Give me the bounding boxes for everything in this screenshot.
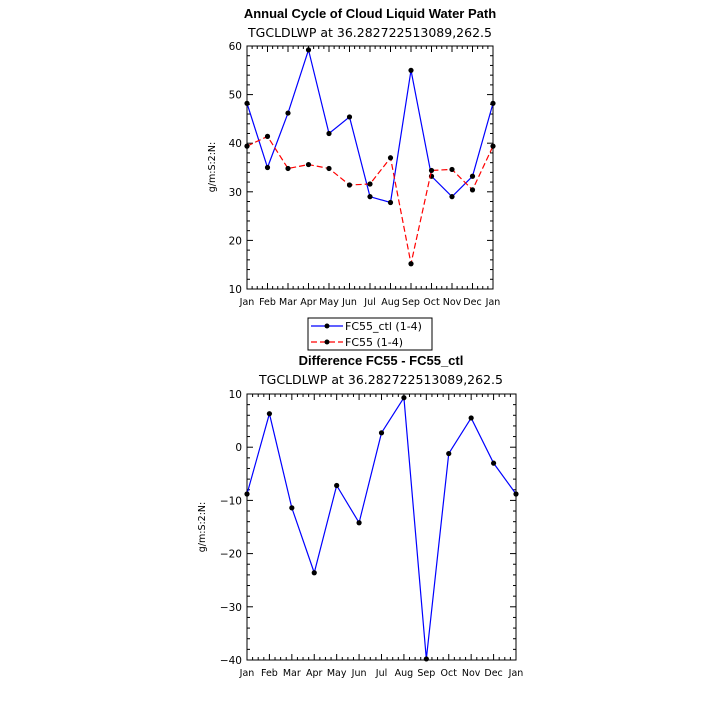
- chart1-series-1-point: [408, 67, 414, 73]
- chart2-series-1-point: [244, 491, 250, 497]
- chart2-x-tick-label: Jan: [508, 668, 524, 679]
- chart1-x-tick-label: Apr: [300, 297, 317, 308]
- chart1-series-1-point: [449, 194, 455, 200]
- chart2-y-tick-label: 0: [235, 442, 242, 454]
- chart2-series-1-point: [266, 411, 273, 417]
- chart1-series-1-point: [367, 194, 373, 200]
- chart2-y-tick-label: −10: [220, 495, 242, 507]
- chart2-y-tick-label: −20: [220, 549, 242, 561]
- chart2-subtitle: TGCLDLWP at 36.282722513089,262.5: [258, 372, 503, 387]
- legend-box: [307, 317, 433, 351]
- legend-label-series-1: FC55_ctl (1-4): [345, 320, 422, 333]
- chart1-series-2-point: [387, 155, 394, 161]
- chart1-x-tick-label: Nov: [443, 297, 462, 308]
- chart1-series-1-point: [264, 164, 271, 171]
- chart1-series-1-point: [387, 199, 394, 206]
- chart2-series-1-point: [289, 505, 295, 511]
- chart2-x-tick-label: Jul: [375, 668, 387, 679]
- chart2-x-tick-label: Jan: [239, 668, 255, 679]
- chart1-series-1-point: [285, 110, 291, 116]
- chart1-series-2-point: [305, 161, 312, 168]
- chart1-series-2-point: [264, 133, 271, 139]
- chart2-x-tick-label: Feb: [261, 668, 278, 679]
- chart1-x-tick-label: Aug: [381, 297, 400, 308]
- chart2-x-tick-label: Mar: [283, 668, 301, 679]
- chart2-y-tick-label: 10: [229, 389, 242, 401]
- chart1-y-tick-label: 40: [229, 138, 242, 150]
- chart2-series-1-point: [334, 482, 340, 489]
- chart1-x-tick-label: May: [319, 297, 339, 308]
- chart2-y-tick-label: −30: [220, 602, 242, 614]
- chart1-x-tick-label: Jan: [485, 297, 501, 308]
- chart1-y-tick-label: 20: [229, 235, 242, 247]
- chart2-series-1-point: [513, 491, 519, 497]
- chart1-x-tick-label: Oct: [423, 297, 440, 308]
- chart2-x-tick-label: Dec: [484, 668, 502, 679]
- chart1-x-tick-label: Mar: [279, 297, 297, 308]
- chart2-y-tick-label: −40: [220, 655, 242, 667]
- chart1-series-2-point: [469, 187, 476, 193]
- chart2-series-1-point: [311, 570, 317, 576]
- chart1-y-tick-label: 60: [229, 41, 242, 53]
- chart2-x-tick-label: Jun: [351, 668, 367, 679]
- chart2-series-1-point: [468, 415, 474, 421]
- chart2-title: Difference FC55 - FC55_ctl: [299, 353, 464, 368]
- chart1-x-tick-label: Jun: [341, 297, 357, 308]
- chart1-plot-area: 10 20 30 40 50 60 Jan Feb Mar Apr May Jun Jul Aug Sep O…: [229, 41, 501, 308]
- chart1-series-2-point: [490, 143, 496, 149]
- chart2-series-1-point: [356, 520, 362, 526]
- chart1-series-1-point: [490, 100, 496, 106]
- chart1-x-tick-label: Feb: [259, 297, 276, 308]
- chart2-series-1-point: [378, 430, 385, 436]
- chart1-x-tick-label: Sep: [402, 297, 420, 308]
- chart1-title: Annual Cycle of Cloud Liquid Water Path: [244, 6, 496, 21]
- chart2-y-axis-label: g/m:S:2:N:: [197, 502, 208, 552]
- legend-marker-series-2: [324, 339, 330, 345]
- chart2-series-1-point: [490, 460, 497, 466]
- chart1-series-2-point: [428, 167, 435, 174]
- chart1-series-2-point: [408, 261, 414, 267]
- chart1-x-tick-label: Dec: [463, 297, 481, 308]
- chart2-x-tick-label: Nov: [462, 668, 481, 679]
- chart2-x-tick-label: Apr: [306, 668, 323, 679]
- chart2-x-tick-label: May: [327, 668, 347, 679]
- chart1-y-tick-label: 10: [229, 284, 242, 296]
- chart1-x-tick-label: Jan: [239, 297, 255, 308]
- chart1-series-2-point: [285, 165, 291, 172]
- chart1-series-1-point: [244, 100, 250, 106]
- chart1-y-tick-label: 30: [229, 187, 242, 199]
- chart2-x-tick-label: Oct: [441, 668, 458, 679]
- chart1-y-axis-label: g/m:S:2:N:: [207, 142, 218, 192]
- chart2-series-1-point: [446, 450, 452, 457]
- chart2-series-1-point: [401, 395, 407, 401]
- chart1-series-2-point: [326, 165, 332, 172]
- chart1-y-tick-label: 50: [229, 90, 242, 102]
- chart1-series-1-point: [326, 130, 332, 137]
- chart1-subtitle: TGCLDLWP at 36.282722513089,262.5: [247, 25, 492, 40]
- legend-label-series-2: FC55 (1-4): [345, 336, 403, 349]
- chart1-series-2-point: [449, 166, 455, 173]
- chart1-series-2-point: [367, 181, 373, 187]
- chart1-series-2-point: [346, 182, 353, 188]
- chart1-series-1-point: [346, 114, 353, 120]
- legend-marker-series-1: [324, 323, 330, 329]
- chart2-x-tick-label: Aug: [395, 668, 414, 679]
- chart2-plot-area: −40 −30 −20 −10 0 10 Jan Feb Mar Apr May Jun Jul Aug S…: [220, 389, 524, 679]
- chart2-x-tick-label: Sep: [417, 668, 435, 679]
- chart1-series-1-point: [305, 47, 312, 53]
- chart2-series-1-point: [423, 656, 429, 662]
- chart1-x-tick-label: Jul: [363, 297, 375, 308]
- chart1-series-1-point: [469, 173, 476, 179]
- chart1-series-2-point: [244, 143, 250, 149]
- chart1-legend: FC55_ctl (1-4) FC55 (1-4): [307, 317, 433, 351]
